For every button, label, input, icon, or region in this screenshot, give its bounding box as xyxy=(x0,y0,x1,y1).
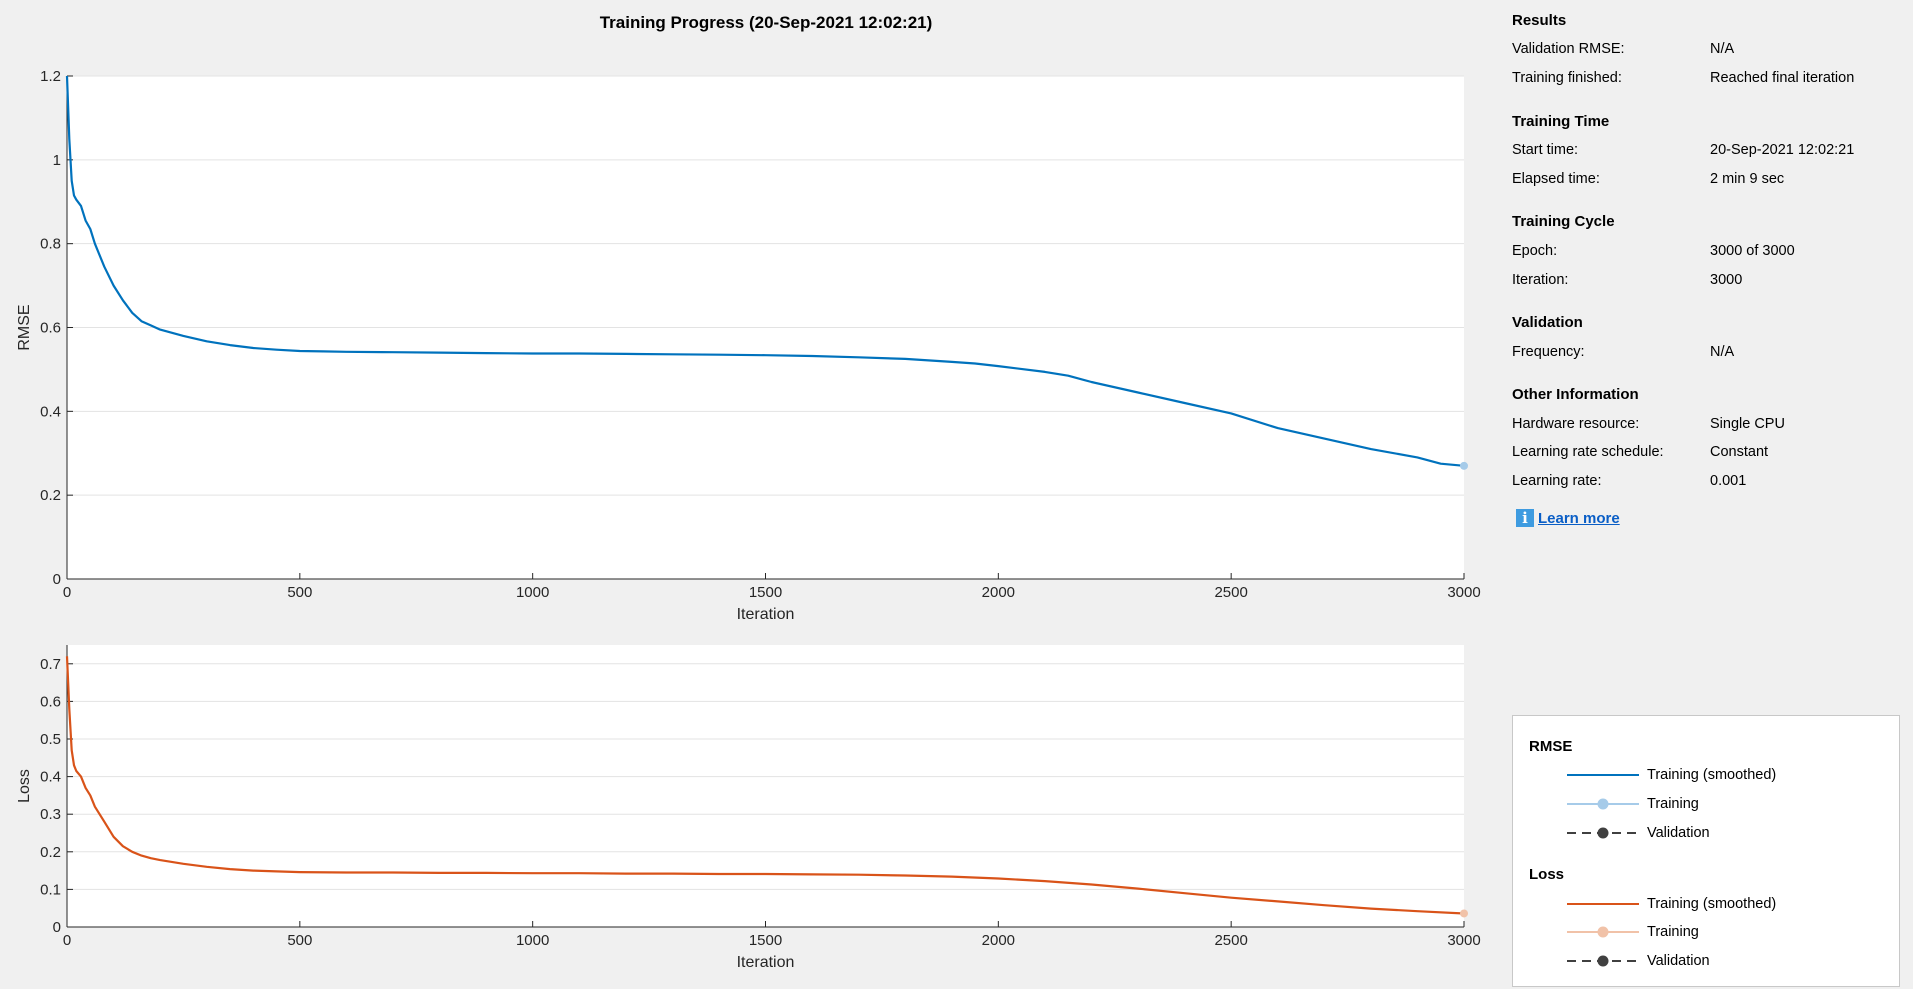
x-tick-label: 1000 xyxy=(516,584,549,601)
y-tick-label: 0.8 xyxy=(40,236,61,253)
x-tick-label: 500 xyxy=(287,584,312,601)
legend-label: Training xyxy=(1647,924,1699,940)
learning-rate-value: 0.001 xyxy=(1710,473,1747,489)
x-tick-label: 3000 xyxy=(1447,584,1480,601)
validation-heading: Validation xyxy=(1512,314,1583,331)
legend-rmse-validation: Validation xyxy=(1565,823,1885,843)
x-tick-label: 0 xyxy=(63,584,71,601)
legend-swatch-loss-validation xyxy=(1567,955,1639,967)
page-title: Training Progress (20-Sep-2021 12:02:21) xyxy=(599,13,933,32)
x-tick-label: 1500 xyxy=(749,932,782,949)
epoch-key: Epoch: xyxy=(1512,243,1558,259)
frequency-value: N/A xyxy=(1710,344,1735,360)
legend-loss-training: Training xyxy=(1565,922,1885,942)
y-tick-label: 0.4 xyxy=(40,769,61,786)
x-tick-label: 2500 xyxy=(1214,584,1247,601)
y-tick-label: 0 xyxy=(53,571,61,588)
y-axis-label: RMSE xyxy=(16,304,33,350)
y-tick-label: 0.1 xyxy=(40,881,61,898)
epoch-value: 3000 of 3000 xyxy=(1710,243,1795,259)
other-information-heading: Other Information xyxy=(1512,386,1639,403)
legend-label: Validation xyxy=(1647,825,1710,841)
legend-label: Validation xyxy=(1647,953,1710,969)
legend-rmse-training: Training xyxy=(1565,794,1885,814)
learn-more-label[interactable]: Learn more xyxy=(1538,509,1620,527)
iteration-value: 3000 xyxy=(1710,272,1743,288)
learning-rate-key: Learning rate: xyxy=(1512,473,1602,489)
x-tick-label: 3000 xyxy=(1447,932,1480,949)
legend-swatch-rmse-validation xyxy=(1567,827,1639,839)
legend-label: Training (smoothed) xyxy=(1647,767,1777,783)
y-tick-label: 0.2 xyxy=(40,844,61,861)
x-tick-label: 2500 xyxy=(1214,932,1247,949)
legend-loss-training-smoothed: Training (smoothed) xyxy=(1565,894,1885,914)
y-tick-label: 0.4 xyxy=(40,403,61,420)
x-tick-label: 0 xyxy=(63,932,71,949)
training-finished-value: Reached final iteration xyxy=(1710,70,1855,86)
series-training-smoothed-line xyxy=(65,75,1465,467)
validation-rmse-key: Validation RMSE: xyxy=(1512,41,1625,57)
training-cycle-heading: Training Cycle xyxy=(1512,213,1615,230)
results-heading: Results xyxy=(1512,12,1567,29)
hardware-resource-key: Hardware resource: xyxy=(1512,416,1640,432)
plot-area xyxy=(67,645,1464,927)
validation-rmse-value: N/A xyxy=(1710,41,1735,57)
x-tick-label: 1500 xyxy=(749,584,782,601)
y-tick-label: 0.5 xyxy=(40,731,61,748)
y-tick-label: 0.2 xyxy=(40,487,61,504)
training-time-heading: Training Time xyxy=(1512,113,1610,130)
y-tick-label: 0.3 xyxy=(40,806,61,823)
legend-rmse-training-smoothed: Training (smoothed) xyxy=(1565,765,1885,785)
lr-schedule-key: Learning rate schedule: xyxy=(1512,444,1664,460)
legend-loss-heading: Loss xyxy=(1529,866,1565,883)
legend-box: RMSE Training (smoothed) Training Valida… xyxy=(1512,715,1900,987)
legend-label: Training xyxy=(1647,796,1699,812)
elapsed-time-value: 2 min 9 sec xyxy=(1710,171,1785,187)
y-tick-label: 1 xyxy=(53,152,61,169)
y-tick-label: 0.6 xyxy=(40,693,61,710)
y-axis-label: Loss xyxy=(16,769,33,803)
loss-chart: 0 0.1 0.2 0.3 0.4 0.5 0.6 0.7 0 500 1000 1500 2000 25… xyxy=(16,645,1481,971)
elapsed-time-key: Elapsed time: xyxy=(1512,171,1600,187)
y-tick-label: 1.2 xyxy=(40,68,61,85)
x-tick-label: 2000 xyxy=(982,932,1015,949)
rmse-chart: 0 0.2 0.4 0.6 0.8 1 1.2 0 500 1000 1500 2000 2500 300… xyxy=(16,68,1481,623)
series-training-point xyxy=(1460,461,1468,470)
x-tick-label: 500 xyxy=(287,932,312,949)
x-axis-label: Iteration xyxy=(737,954,795,971)
legend-label: Training (smoothed) xyxy=(1647,896,1777,912)
series-training-smoothed-line xyxy=(65,656,1465,915)
legend-swatch-rmse-training xyxy=(1567,798,1639,810)
hardware-resource-value: Single CPU xyxy=(1710,416,1785,432)
start-time-value: 20-Sep-2021 12:02:21 xyxy=(1710,142,1855,158)
series-training-point xyxy=(1460,909,1468,918)
x-axis-label: Iteration xyxy=(737,606,795,623)
lr-schedule-value: Constant xyxy=(1710,444,1769,460)
legend-loss-validation: Validation xyxy=(1565,951,1885,971)
x-tick-label: 1000 xyxy=(516,932,549,949)
legend-swatch-rmse-smoothed xyxy=(1567,774,1639,776)
start-time-key: Start time: xyxy=(1512,142,1579,158)
y-tick-label: 0.6 xyxy=(40,320,61,337)
legend-rmse-heading: RMSE xyxy=(1529,738,1573,755)
training-finished-key: Training finished: xyxy=(1512,70,1622,86)
y-tick-label: 0 xyxy=(53,919,61,936)
frequency-key: Frequency: xyxy=(1512,344,1585,360)
x-tick-label: 2000 xyxy=(982,584,1015,601)
y-tick-label: 0.7 xyxy=(40,656,61,673)
iteration-key: Iteration: xyxy=(1512,272,1569,288)
learn-more-link[interactable]: i Learn more xyxy=(1516,509,1620,527)
legend-swatch-loss-training xyxy=(1567,926,1639,938)
info-icon: i xyxy=(1516,509,1534,527)
legend-swatch-loss-smoothed xyxy=(1567,903,1639,905)
